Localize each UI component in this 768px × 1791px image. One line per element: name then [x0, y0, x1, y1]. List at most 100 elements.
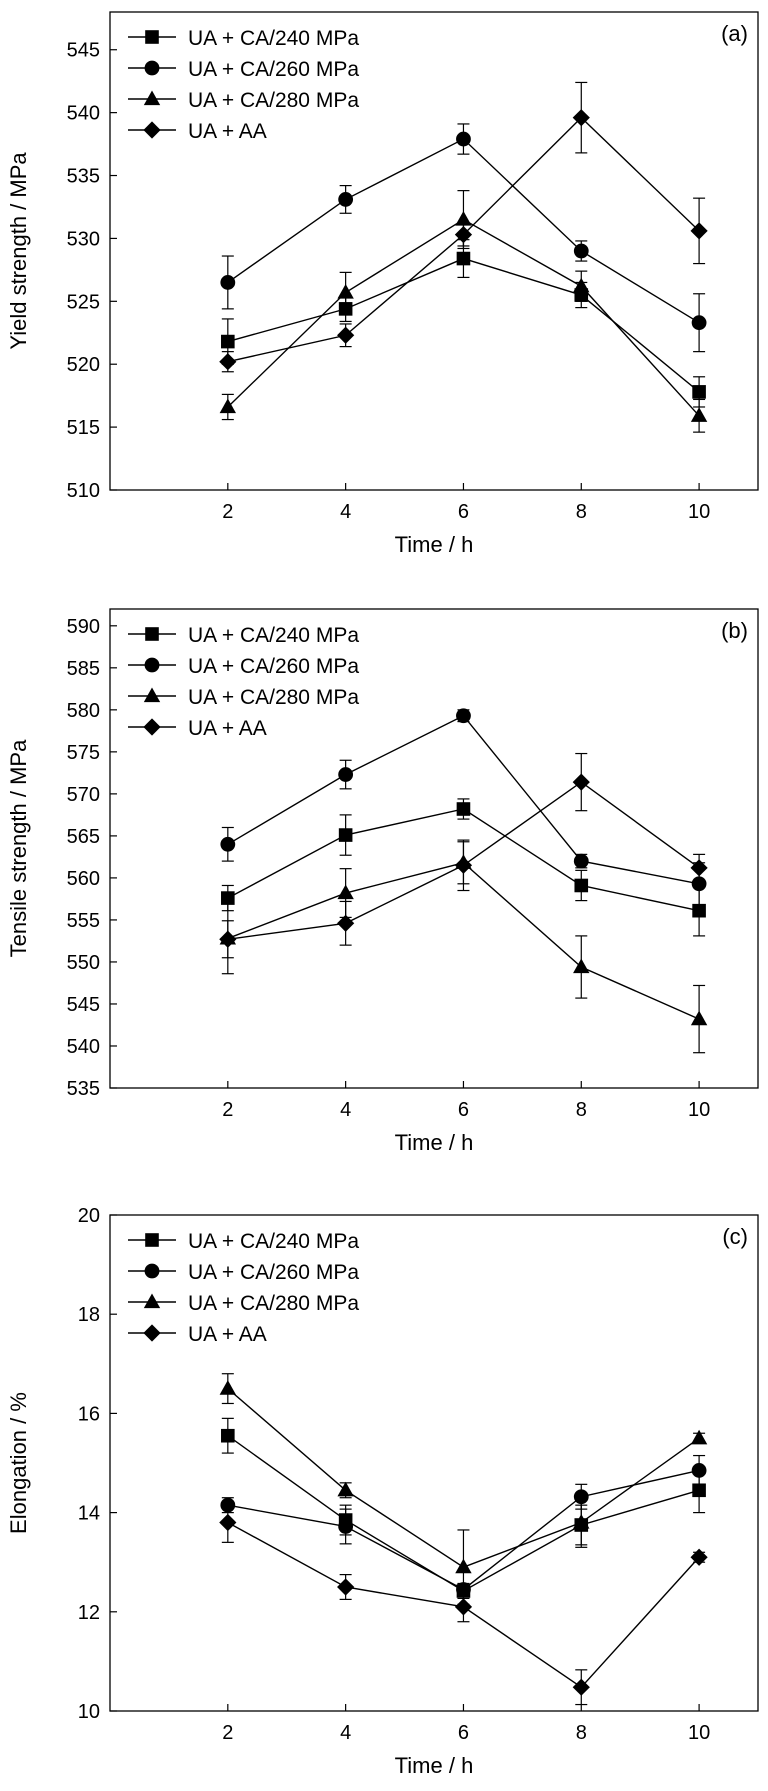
- chart-panel-2: 535 540 545 550 555 560 565 570 575 580 585 590 2 4 6 8…: [6, 608, 759, 1155]
- y-axis-title: Elongation / %: [6, 1392, 31, 1534]
- data-point: [572, 773, 590, 791]
- data-point: [573, 277, 590, 293]
- chart-panel-1: 510 515 520 525 530 535 540 545 2 4 6 8 10 Time / h Yi…: [6, 11, 759, 557]
- y-tick-label: 520: [67, 354, 100, 376]
- data-point: [221, 334, 235, 349]
- y-tick-label: 12: [78, 1602, 100, 1624]
- data-point: [454, 226, 473, 244]
- y-tick-label: 545: [67, 40, 100, 62]
- x-axis-title: Time / h: [395, 1130, 474, 1155]
- legend-marker: [145, 627, 159, 641]
- data-point: [454, 1598, 473, 1616]
- data-point: [455, 1558, 472, 1574]
- plot-frame: [109, 1214, 759, 1712]
- panel-label: (a): [721, 21, 748, 46]
- data-point: [574, 878, 589, 893]
- data-point: [691, 1463, 707, 1478]
- legend: UA + CA/240 MPa UA + CA/260 MPa UA + CA/28…: [128, 1230, 359, 1346]
- y-tick-label: 560: [67, 868, 100, 890]
- legend-marker: [144, 1263, 160, 1279]
- x-tick-label: 6: [458, 501, 469, 523]
- data-point: [338, 828, 353, 842]
- data-point: [573, 1489, 589, 1505]
- data-point: [692, 1483, 706, 1498]
- data-point: [456, 802, 471, 816]
- data-point: [219, 930, 237, 948]
- legend-marker: [143, 121, 161, 139]
- x-tick-label: 6: [458, 1722, 469, 1744]
- y-tick-label: 535: [67, 166, 100, 188]
- y-tick-label: 510: [67, 480, 100, 502]
- series-3: [219, 190, 708, 433]
- series-1: [221, 239, 706, 408]
- data-point: [573, 1514, 590, 1529]
- x-axis-title: Time / h: [395, 1753, 474, 1778]
- legend-label: UA + CA/240 MPa: [188, 624, 359, 647]
- y-tick-label: 10: [78, 1701, 100, 1723]
- y-tick-label: 545: [67, 994, 100, 1016]
- x-tick-label: 4: [340, 1722, 351, 1744]
- legend: UA + CA/240 MPa UA + CA/260 MPa UA + CA/28…: [128, 27, 359, 143]
- data-point: [219, 1513, 237, 1532]
- legend-label: UA + CA/260 MPa: [188, 1261, 359, 1284]
- data-point: [338, 192, 354, 207]
- data-point: [690, 859, 708, 877]
- y-tick-label: 540: [67, 103, 100, 125]
- x-tick-label: 4: [340, 1099, 351, 1121]
- legend-marker: [145, 1233, 159, 1247]
- x-tick-label: 10: [688, 1722, 710, 1744]
- legend-marker: [143, 718, 161, 736]
- data-point: [219, 1380, 237, 1395]
- series-3: [219, 1373, 708, 1605]
- x-tick-label: 8: [576, 1099, 587, 1121]
- data-point: [338, 767, 354, 782]
- y-tick-label: 530: [67, 228, 100, 250]
- series-4: [219, 1502, 708, 1706]
- legend-label: UA + AA: [188, 717, 267, 740]
- plot-frame: [109, 608, 759, 1089]
- y-axis-title: Tensile strength / MPa: [6, 739, 31, 957]
- series-2: [220, 708, 707, 906]
- y-tick-label: 570: [67, 784, 100, 806]
- x-tick-label: 2: [222, 1722, 233, 1744]
- data-point: [337, 326, 355, 344]
- plot-frame: [109, 11, 759, 491]
- legend-marker: [143, 687, 161, 703]
- legend-marker: [145, 30, 159, 44]
- data-point: [337, 1578, 355, 1596]
- data-point: [220, 836, 236, 852]
- legend-label: UA + CA/260 MPa: [188, 655, 359, 678]
- data-point: [573, 853, 589, 869]
- data-point: [573, 243, 589, 259]
- data-point: [692, 385, 706, 399]
- data-point: [572, 1678, 590, 1696]
- data-point: [691, 315, 707, 331]
- y-tick-label: 20: [78, 1205, 100, 1227]
- data-point: [337, 284, 354, 299]
- x-tick-label: 10: [688, 501, 710, 523]
- y-tick-label: 555: [67, 910, 100, 932]
- data-point: [573, 958, 590, 974]
- legend-label: UA + AA: [188, 1323, 267, 1346]
- series-line: [227, 257, 700, 393]
- x-tick-label: 2: [222, 501, 233, 523]
- legend: UA + CA/240 MPa UA + CA/260 MPa UA + CA/28…: [128, 624, 359, 740]
- legend-label: UA + CA/280 MPa: [188, 1292, 359, 1315]
- legend-marker: [143, 1324, 161, 1342]
- y-tick-label: 585: [67, 658, 100, 680]
- y-tick-label: 580: [67, 700, 100, 722]
- data-point: [220, 275, 236, 290]
- data-point: [337, 1481, 354, 1497]
- data-point: [691, 876, 707, 892]
- x-tick-label: 10: [688, 1099, 710, 1121]
- series-4: [219, 81, 708, 373]
- data-point: [456, 131, 471, 147]
- y-tick-label: 550: [67, 952, 100, 974]
- y-tick-label: 18: [78, 1304, 100, 1326]
- legend-label: UA + CA/240 MPa: [188, 1230, 359, 1253]
- x-axis-title: Time / h: [395, 532, 474, 557]
- data-point: [690, 1548, 708, 1566]
- legend-label: UA + CA/260 MPa: [188, 58, 359, 81]
- data-point: [337, 914, 355, 932]
- y-tick-label: 540: [67, 1036, 100, 1058]
